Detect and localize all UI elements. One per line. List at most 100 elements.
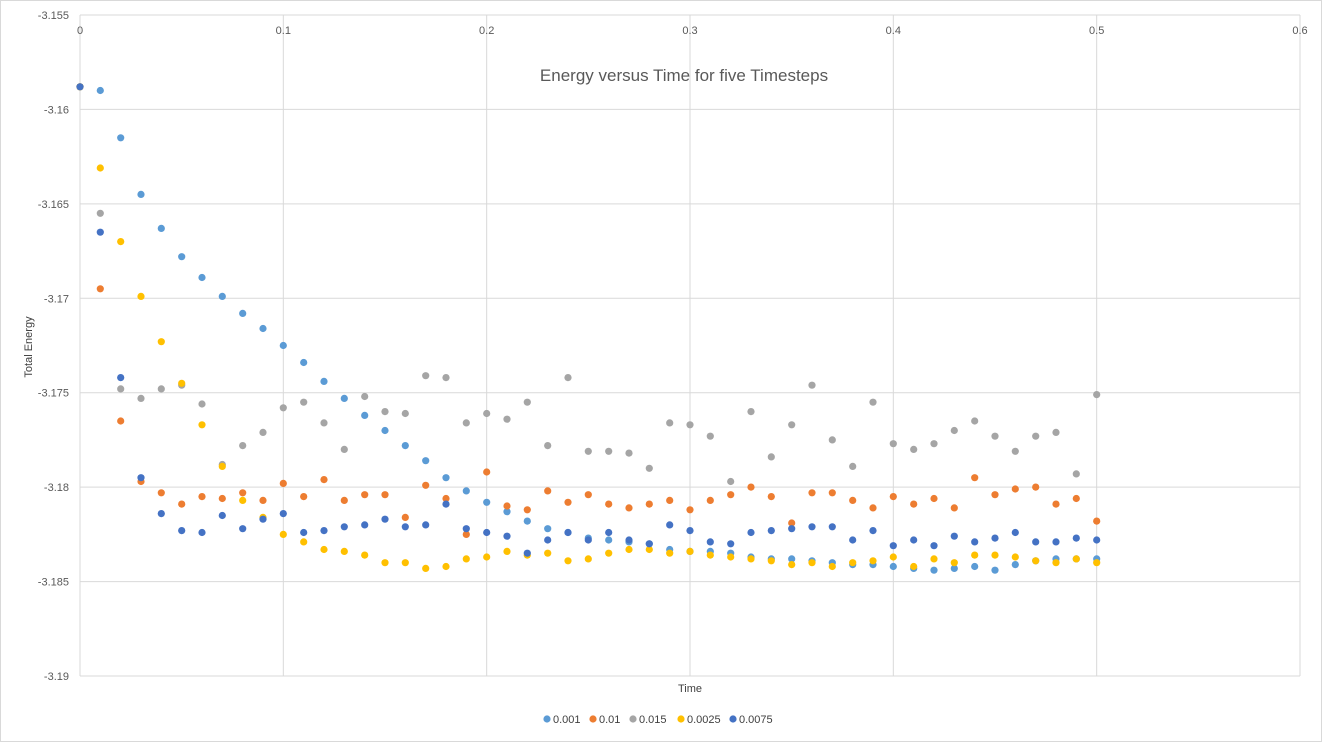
data-point [503,502,511,510]
data-point [320,545,328,554]
data-point [849,462,857,470]
data-point [828,436,836,444]
x-tick-label: 0.2 [479,25,494,37]
data-point [889,553,897,561]
data-point [422,521,430,529]
data-point [96,86,104,95]
data-point [401,523,409,531]
data-point [117,385,125,393]
data-point [198,528,206,537]
data-point [544,549,552,557]
data-point [544,525,552,533]
data-point [218,292,226,300]
data-point [96,209,104,217]
y-tick-label: -3.185 [38,577,69,589]
data-point [483,498,491,506]
data-point [686,527,694,535]
y-tick-label: -3.155 [38,10,69,22]
legend-label: 0.01 [599,714,620,726]
data-point [1032,483,1040,491]
data-point [1072,494,1080,503]
data-point [1011,485,1019,493]
data-point [889,440,897,448]
data-point [645,540,653,548]
data-point [767,557,775,565]
data-point [462,487,470,495]
data-point [747,528,755,537]
data-point [1072,470,1080,478]
data-point [666,419,674,427]
legend-label: 0.0025 [687,714,721,726]
data-point [279,479,287,487]
data-point [381,408,389,416]
data-point [706,496,714,504]
data-point [1032,432,1040,440]
data-point [1011,447,1019,455]
data-point [361,411,369,419]
data-point [788,525,796,533]
data-point [523,549,531,557]
data-point [320,527,328,535]
data-point [218,494,226,503]
x-axis-title: Time [678,683,702,695]
data-point [788,421,796,429]
data-point [483,409,491,418]
data-point [950,559,958,567]
tick-labels: -3.155 -3.16 -3.165 -3.17 -3.175 -3.18 -3.185 -… [38,10,1308,683]
data-point [442,494,450,503]
data-point [1052,428,1060,436]
data-point [361,392,369,401]
data-point [381,559,389,567]
legend-label: 0.015 [639,714,667,726]
data-point [157,489,165,497]
data-point [645,545,653,554]
data-point [239,496,247,504]
data-point [462,555,470,563]
legend-item: 0.0075 [729,714,773,726]
series-0.01 [76,83,1101,539]
data-point [157,509,165,518]
data-point [950,532,958,540]
legend-label: 0.0075 [739,714,773,726]
chart-title: Energy versus Time for five Timesteps [540,66,828,85]
data-point [462,530,470,539]
data-point [523,517,531,525]
data-point [300,528,308,537]
data-point [584,491,592,499]
data-point [869,527,877,535]
data-point [727,553,735,561]
data-point [544,487,552,495]
data-point [869,398,877,406]
data-point [239,489,247,497]
data-point [1093,517,1101,525]
data-point [198,421,206,429]
data-point [259,496,267,504]
data-point [279,509,287,518]
data-point [239,525,247,533]
data-point [340,547,348,556]
data-point [666,549,674,557]
data-point [422,457,430,465]
x-tick-label: 0.3 [682,25,697,37]
data-point [950,564,958,573]
data-point [727,540,735,548]
data-point [1072,555,1080,563]
data-point [198,273,206,282]
data-point [991,551,999,559]
data-point [869,504,877,512]
data-point [320,419,328,427]
data-point [117,238,125,246]
data-point [117,134,125,142]
data-point [971,538,979,546]
data-point [930,566,938,574]
data-point [971,474,979,482]
series-0.015 [76,83,1101,486]
data-point [930,555,938,563]
data-point [747,408,755,416]
data-point [645,500,653,508]
data-point [422,564,430,573]
x-tick-label: 0.5 [1089,25,1104,37]
data-point [239,309,247,317]
data-point [930,440,938,448]
